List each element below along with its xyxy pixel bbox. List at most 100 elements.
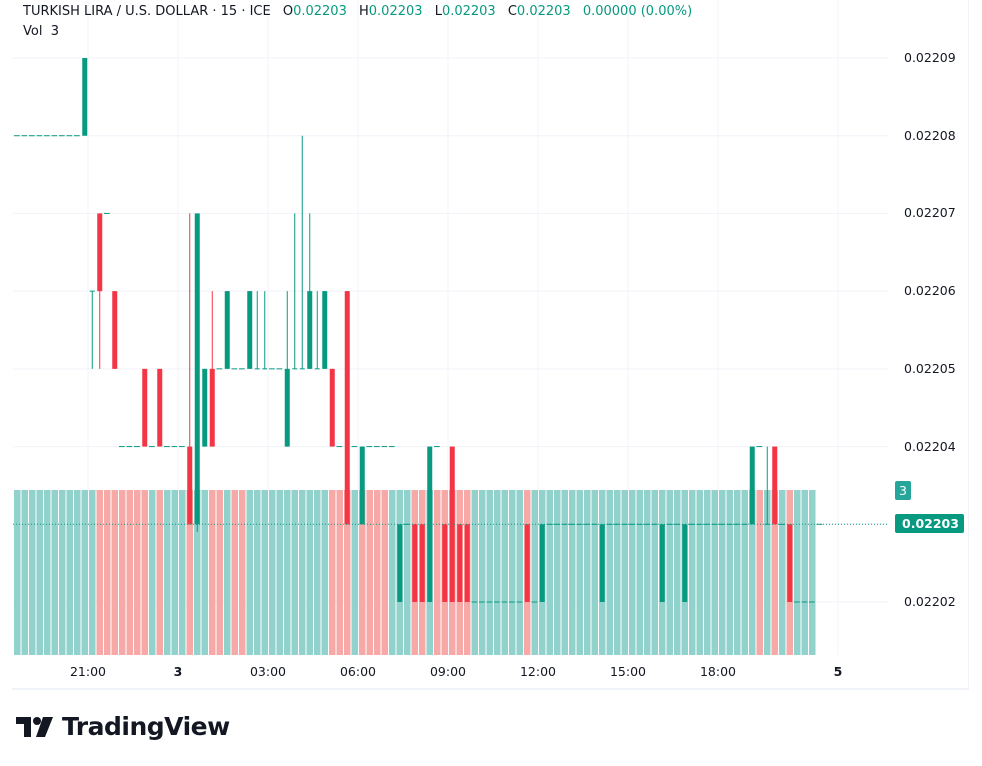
volume-bar xyxy=(614,490,621,655)
volume-bar xyxy=(719,490,726,655)
price-axis-label: 0.02206 xyxy=(904,283,956,299)
time-axis-label: 5 xyxy=(833,664,843,679)
volume-bar xyxy=(104,490,111,655)
volume-bar xyxy=(314,490,321,655)
volume-bar xyxy=(29,490,36,655)
tradingview-logo-text: TradingView xyxy=(62,712,230,741)
open-label: O xyxy=(282,4,294,19)
volume-bar xyxy=(14,490,21,655)
volume-bar xyxy=(389,490,396,655)
volume-bar xyxy=(801,490,808,655)
volume-bar xyxy=(366,490,373,655)
volume-bar xyxy=(516,490,523,655)
time-axis-label: 03:00 xyxy=(249,664,287,679)
volume-bar xyxy=(336,490,343,655)
volume-bar xyxy=(636,490,643,655)
volume-bar xyxy=(561,490,568,655)
price-axis-label: 0.02204 xyxy=(904,438,956,454)
candle-body xyxy=(157,368,163,447)
volume-bar xyxy=(809,490,816,655)
candle-body xyxy=(449,446,455,602)
volume-badge: 3 xyxy=(895,481,911,500)
price-axis-label: 0.02207 xyxy=(904,205,956,221)
time-axis-label: 21:00 xyxy=(69,664,107,679)
time-axis-label: 15:00 xyxy=(609,664,647,679)
volume-bar xyxy=(96,490,103,655)
volume-bar xyxy=(621,490,628,655)
volume-bar xyxy=(351,490,358,655)
volume-bar xyxy=(486,490,493,655)
candle-body xyxy=(187,446,193,525)
volume-bar xyxy=(134,490,141,655)
candle-body xyxy=(457,524,463,602)
volume-bar xyxy=(546,490,553,655)
time-axis-label: 3 xyxy=(173,664,183,679)
volume-bar xyxy=(374,490,381,655)
change-value: 0.00000 (0.00%) xyxy=(582,4,693,19)
volume-bar xyxy=(576,490,583,655)
volume-bar xyxy=(509,490,516,655)
volume-bar xyxy=(479,490,486,655)
volume-bar xyxy=(291,490,298,655)
low-label: L xyxy=(434,4,442,19)
volume-bar xyxy=(216,490,223,655)
time-axis-label: 09:00 xyxy=(429,664,467,679)
volume-bar xyxy=(674,490,681,655)
volume-label[interactable]: Vol xyxy=(23,24,43,39)
close-label: C xyxy=(507,4,517,19)
volume-bar xyxy=(74,490,81,655)
open-value: 0.02203 xyxy=(293,4,347,19)
volume-bar xyxy=(179,490,186,655)
volume-legend: Vol 3 xyxy=(23,23,59,41)
candle-body xyxy=(682,524,688,602)
volume-bar xyxy=(704,490,711,655)
volume-bar xyxy=(651,490,658,655)
volume-bar xyxy=(276,490,283,655)
volume-bar xyxy=(644,490,651,655)
volume-bar xyxy=(149,490,156,655)
volume-bar xyxy=(306,490,313,655)
time-axis-label: 12:00 xyxy=(519,664,557,679)
close-value: 0.02203 xyxy=(516,4,571,19)
symbol-legend: TURKISH LIRA / U.S. DOLLAR · 15 · ICE O0… xyxy=(23,3,692,21)
volume-bar xyxy=(171,490,178,655)
candle-body xyxy=(329,368,335,447)
volume-bar xyxy=(51,490,58,655)
tradingview-logo[interactable]: TradingView xyxy=(16,712,230,741)
candle-body xyxy=(359,446,365,525)
volume-bar xyxy=(629,490,636,655)
volume-bar xyxy=(126,490,133,655)
volume-bar xyxy=(89,490,96,655)
volume-bar xyxy=(606,490,613,655)
volume-bar xyxy=(554,490,561,655)
chart-frame xyxy=(12,0,969,690)
volume-bar xyxy=(141,490,148,655)
candle-body xyxy=(599,524,605,602)
candle-body xyxy=(322,291,328,369)
candle-body xyxy=(307,291,313,369)
volume-bar xyxy=(321,490,328,655)
volume-bar xyxy=(734,490,741,655)
volume-bar xyxy=(666,490,673,655)
candle-body xyxy=(224,291,230,369)
volume-bar xyxy=(696,490,703,655)
volume-bar xyxy=(501,490,508,655)
volume-bar xyxy=(584,490,591,655)
volume-bar xyxy=(261,490,268,655)
candle-body xyxy=(194,213,200,525)
price-axis-label: 0.02205 xyxy=(904,360,956,376)
candle-body xyxy=(247,291,253,369)
volume-bar xyxy=(749,490,756,655)
volume-bar xyxy=(119,490,126,655)
volume-bar xyxy=(201,490,208,655)
candle-body xyxy=(412,524,418,602)
volume-bar xyxy=(156,490,163,655)
candle-body xyxy=(772,446,778,525)
volume-bar xyxy=(44,490,51,655)
volume-bar xyxy=(194,490,201,655)
symbol-title[interactable]: TURKISH LIRA / U.S. DOLLAR · 15 · ICE xyxy=(23,4,271,19)
price-axis-label: 0.02209 xyxy=(904,50,956,65)
volume-bar xyxy=(381,490,388,655)
volume-bar xyxy=(66,490,73,655)
